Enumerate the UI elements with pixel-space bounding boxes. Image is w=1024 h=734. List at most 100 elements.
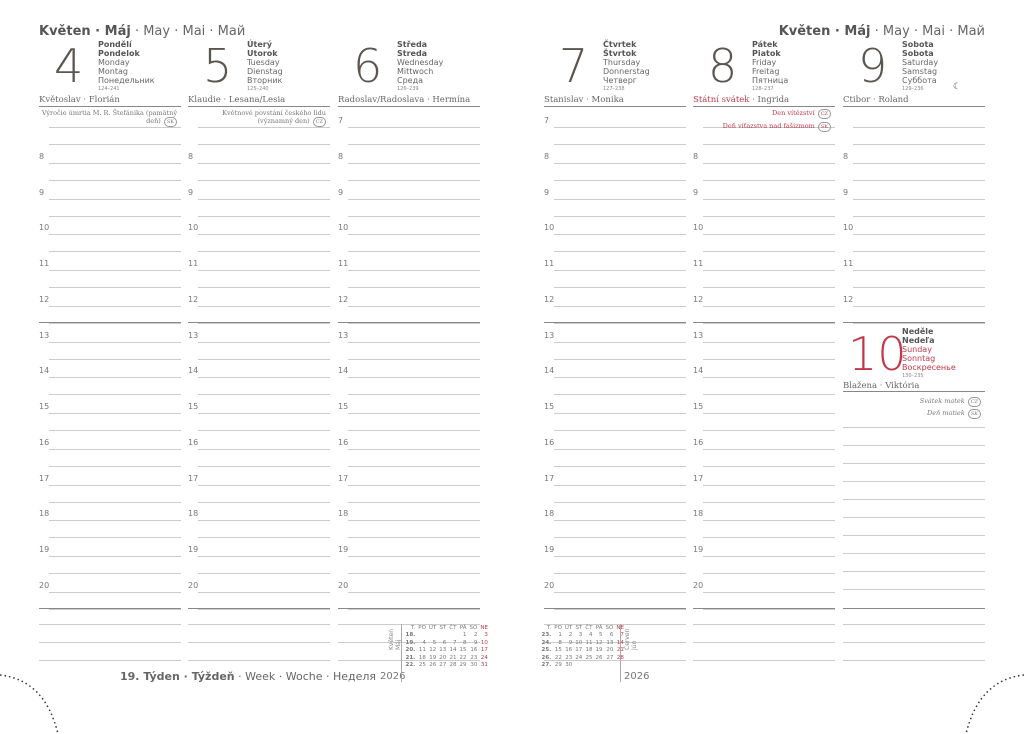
mini-day: 7	[620, 632, 624, 639]
hour-label: 8	[39, 151, 45, 161]
hour-label: 16	[188, 437, 199, 447]
mini-day: 3	[484, 632, 488, 639]
mini-day	[604, 662, 615, 670]
mini-day: 5	[432, 639, 437, 646]
mini-day: 21	[616, 647, 624, 654]
month-title-left: Květen · Máj · May · Mai · Май	[39, 24, 246, 39]
mini-header: PO	[418, 624, 426, 631]
mini-header: NE	[480, 624, 488, 631]
hour-label: 20	[544, 581, 555, 590]
hour-label: 20	[338, 581, 349, 590]
mini-day: 9	[473, 639, 478, 646]
hour-label: 8	[338, 151, 344, 161]
mini-day: 24.	[541, 639, 552, 646]
mini-day: 4	[422, 639, 426, 646]
mini-day: 22	[459, 654, 467, 661]
hour-label: 11	[188, 259, 199, 269]
mini-day: 6	[609, 632, 614, 639]
holiday-note: Květnové povstání českého lidu (významný…	[222, 109, 326, 127]
day-names: Neděle Nedeľa Sunday Sonntag Воскресенье 130–…	[902, 327, 956, 379]
hour-label: 9	[188, 187, 194, 197]
mini-day: 29	[554, 662, 562, 669]
hour-label: 12	[693, 294, 704, 304]
hour-label: 14	[544, 366, 555, 376]
hour-label: 19	[39, 545, 50, 555]
day-names: Sobota Sobota Saturday Samstag Суббота 129–23…	[902, 40, 939, 92]
day-column[interactable]: 8 9 10 11 12 13 14 15 16 17 18 19 20 Den vítězství CZ D…	[693, 106, 835, 666]
mini-day: 12	[429, 647, 437, 654]
mini-header: ST	[439, 624, 447, 631]
day-column[interactable]: 7 8 9 10 11 12 13 14 15 16 17 18 19 20	[338, 106, 480, 666]
mini-day: 5	[599, 632, 603, 639]
day-names: Čtvrtek Štvrtok Thursday Donnerstag Четверг 1…	[603, 40, 650, 92]
mini-calendar-may: T. PO ÚT ST ČT PÁ SO NE 18. 1 2 3 19. 4 5 6 7 8 9 10 20. 11 12…	[404, 624, 489, 669]
hour-label: 18	[338, 509, 349, 519]
mini-day: 11	[418, 647, 426, 654]
mini-day: 28	[449, 662, 457, 669]
mini-day: 2	[568, 632, 573, 639]
hour-label: 8	[544, 151, 550, 161]
mini-day: 19	[429, 654, 437, 661]
mini-day: 28	[616, 654, 624, 661]
decorative-dots-left	[0, 674, 59, 734]
mini-day: 20	[439, 654, 447, 661]
hour-label: 8	[693, 151, 699, 161]
mini-day: 24	[480, 654, 488, 661]
day-number: 10	[848, 327, 907, 381]
hour-label: 14	[188, 366, 199, 376]
holiday-note: Deň matiek SK	[927, 409, 981, 419]
day-column[interactable]: 7 8 9 10 11 12 13 14 15 16 17 18 19 20	[544, 106, 686, 666]
hour-label: 17	[693, 473, 704, 483]
day-column[interactable]: Svátek matek CZ Deň matiek SK	[843, 391, 985, 591]
mini-header: NE	[616, 624, 624, 631]
mini-day: 1	[463, 632, 467, 639]
year-left: 2026	[380, 671, 406, 682]
mini-day: 4	[589, 632, 593, 639]
mini-day: 19.	[405, 639, 416, 646]
mini-day: 21	[449, 654, 457, 661]
mini-day: 12	[595, 639, 603, 646]
hour-label: 12	[544, 294, 555, 304]
holiday-note: Výročie úmrtia M. R. Štefánika (pamätný …	[41, 109, 177, 127]
mini-day: 30	[565, 662, 573, 669]
year-right: 2026	[624, 671, 650, 682]
mini-day: 23	[470, 654, 478, 661]
mini-day: 25	[585, 654, 593, 661]
mini-day: 30	[470, 662, 478, 669]
day-number: 7	[559, 39, 589, 93]
mini-day: 6	[442, 639, 447, 646]
mini-day: 15	[459, 647, 467, 654]
hour-label: 19	[693, 545, 704, 555]
mini-day: 26	[595, 654, 603, 661]
mini-day: 10	[575, 639, 583, 646]
mini-header: SO	[469, 624, 478, 631]
hour-label: 18	[39, 509, 50, 519]
hour-label: 15	[693, 402, 704, 412]
mini-day: 31	[480, 662, 488, 669]
mini-day: 19	[595, 647, 603, 654]
mini-day: 16	[565, 647, 573, 654]
mini-header: PÁ	[459, 624, 467, 631]
hour-label: 10	[843, 223, 854, 233]
hour-label: 18	[693, 509, 704, 519]
hour-label: 10	[188, 223, 199, 233]
hour-label: 9	[693, 187, 699, 197]
mini-day: 22.	[405, 662, 416, 669]
mini-day: 14	[616, 639, 624, 646]
hour-label: 9	[338, 187, 344, 197]
day-column[interactable]: 8 9 10 11 12 13 14 15 16 17 18 19 20 Výročie úmrtia M…	[39, 106, 181, 666]
mini-day: 20.	[405, 647, 416, 654]
name-day: Stanislav · Monika	[544, 95, 624, 105]
mini-day: 2	[473, 632, 478, 639]
mini-day: 3	[578, 632, 583, 639]
hour-label: 12	[843, 294, 854, 304]
day-column[interactable]: 8 9 10 11 12 13 14 15 16 17 18 19 20 Květnové povstán…	[188, 106, 330, 666]
hour-label: 11	[338, 259, 349, 269]
name-day: Státní svátek · Ingrida	[693, 95, 790, 105]
hour-label: 8	[188, 151, 194, 161]
mini-day: 13	[606, 639, 614, 646]
mini-day: 1	[558, 632, 562, 639]
day-column[interactable]: 8 9 10 11 12	[843, 106, 985, 666]
mini-may-label: Květen Máj	[388, 628, 402, 650]
mini-day: 16	[470, 647, 478, 654]
